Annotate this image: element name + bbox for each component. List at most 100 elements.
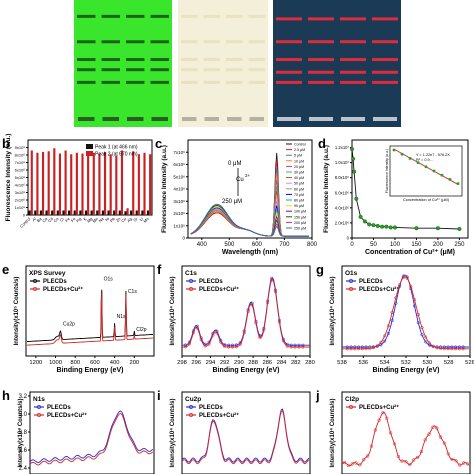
c1s-marker [219,340,223,344]
tlc-band [126,14,145,18]
c1s-marker [211,333,215,337]
data-point [414,226,419,231]
o1s-marker [368,346,372,350]
x-tick-label: 600 [252,242,263,248]
c1s-marker [258,336,262,340]
inset-x-label: Concentration of Cu²⁺ (μM) [403,198,450,202]
tlc-band [340,17,366,21]
legend-marker [33,287,37,291]
tlc-band [126,40,145,44]
x-tick-label: 288 [248,360,258,366]
inset-point [448,178,452,181]
legend-marker [37,405,41,409]
n1s-line [29,412,154,466]
cl2p-marker [377,418,381,422]
tlc-band [203,40,220,44]
bar [73,210,76,215]
x-tick-label: Cr [59,216,66,223]
survey-line [27,293,153,346]
tlc-band [77,40,96,44]
trend-line [351,148,460,230]
legend-entry: Control [294,143,306,147]
tlc-band [101,40,120,44]
cl2p-marker [442,441,447,445]
tlc-origin-spot [309,117,333,121]
tlc-photo-green [74,0,172,127]
c1s-marker [223,344,227,349]
inset-point [400,152,404,156]
bar [98,153,101,215]
legend-marker [189,413,193,417]
c1s-marker [187,342,192,346]
o1s-marker [345,345,349,349]
o1s-marker [386,331,390,335]
o1s-marker [360,347,364,351]
c1s-marker [289,345,293,349]
panel-g-o1s: 538 536 534 532 530 528 526 Binding Energy (eV)… [330,265,474,374]
y-tick-label: 4x10⁶ [15,183,26,188]
tlc-origin-spot [373,117,397,121]
xps-plot-frame [181,265,311,357]
cl2p-marker [454,459,458,463]
tlc-band [248,80,265,84]
legend-entry: PLECDs [47,405,71,411]
o1s-marker [390,318,394,323]
o1s-marker [416,313,420,317]
bar [64,150,67,215]
cl2p-line [341,411,470,467]
bar [90,210,93,215]
bar [39,210,42,215]
spectrum-line [190,203,309,237]
tlc-band [77,68,96,72]
x-tick-label: 200 [129,360,139,366]
tlc-photo-cream [178,0,268,127]
tlc-band [308,80,334,84]
legend-marker [189,279,193,283]
tlc-band [372,17,398,21]
legend-entry: PLECDs+Cu²⁺ [199,412,239,419]
tlc-band [101,80,120,84]
x-tick-label: Mn [92,216,99,223]
legend-entry: PLECDs [199,279,223,285]
x-tick-label: Mo [142,216,150,224]
x-tick-label: 282 [291,360,301,366]
data-point [392,225,397,230]
data-point [388,225,393,230]
y-tick-label: 6.0x10⁶ [335,190,350,195]
o1s-marker [416,321,420,325]
o1s-marker [349,345,353,349]
c1s-marker [289,343,293,347]
x-tick-label: Cu [120,216,127,223]
x-axis-label: Wavelength (nm) [222,249,278,256]
tlc-origin-spot [182,117,197,121]
o1s-marker [439,346,443,351]
c1s-marker [246,309,250,314]
c1s-marker [184,343,188,347]
legend-entry: PLECDs [359,279,383,285]
tlc-band [248,14,265,18]
cl2p-marker [346,463,351,468]
y-axis-label: Fluorescence Intensity (a.u.) [323,145,330,233]
tlc-band [181,68,198,72]
cl2p-marker [438,435,443,439]
y-tick-label: 1x10⁶ [15,205,26,210]
x-tick-label: 290 [234,360,244,366]
bar [84,210,88,215]
legend-entry: 20 μM [294,165,304,169]
annotation-cu: Cu [236,177,244,183]
tlc-origin-spot [151,117,168,121]
c1s-marker [227,345,231,349]
data-point [380,224,385,229]
x-tick-label: K [82,216,88,222]
o1s-marker [401,276,405,280]
data-point [351,156,356,161]
bar [45,210,48,215]
cl2p-marker [427,432,431,436]
o1s-marker [371,346,376,350]
c1s-marker [230,343,235,347]
legend-swatch [86,151,93,156]
data-point [354,196,359,201]
tlc-band [101,68,120,72]
data-point [350,147,355,152]
n1s-line [29,410,154,463]
